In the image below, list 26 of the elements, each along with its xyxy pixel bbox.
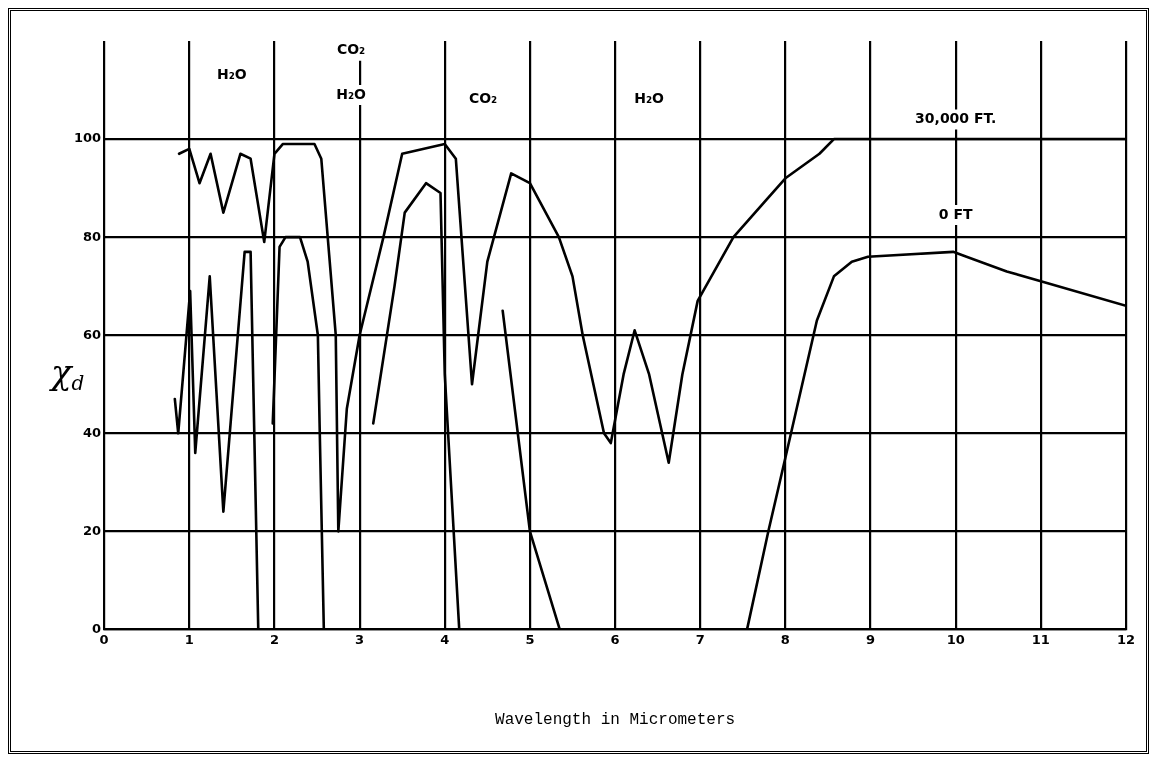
x-tick-label: 11 [1031, 631, 1050, 647]
annotation: CO₂ [468, 90, 498, 107]
annotation: 0 FT [938, 205, 973, 222]
x-tick-label: 4 [440, 631, 450, 647]
y-tick-label: 20 [83, 522, 102, 538]
x-tick-label: 10 [946, 631, 965, 647]
x-tick-label: 12 [1116, 631, 1136, 647]
x-tick-label: 2 [269, 631, 279, 647]
y-tick-label: 100 [74, 130, 102, 146]
x-tick-label: 8 [780, 631, 790, 647]
x-tick-label: 5 [525, 631, 535, 647]
x-tick-label: 7 [695, 631, 705, 647]
annotation: H₂O [336, 85, 367, 102]
y-tick-label: 60 [83, 326, 102, 342]
x-tick-label: 1 [184, 631, 194, 647]
x-tick-label: 3 [355, 631, 365, 647]
y-tick-label: 0 [92, 620, 102, 636]
annotation: 30,000 FT. [915, 110, 997, 127]
annotation: H₂O [634, 90, 665, 107]
x-axis-title: Wavelength in Micrometers [495, 710, 736, 729]
y-tick-label: 80 [83, 228, 102, 244]
x-tick-label: 6 [610, 631, 620, 647]
annotation: H₂O [216, 65, 247, 82]
annotation: CO₂ [336, 41, 366, 58]
x-tick-label: 9 [866, 631, 876, 647]
y-tick-label: 40 [83, 424, 102, 440]
